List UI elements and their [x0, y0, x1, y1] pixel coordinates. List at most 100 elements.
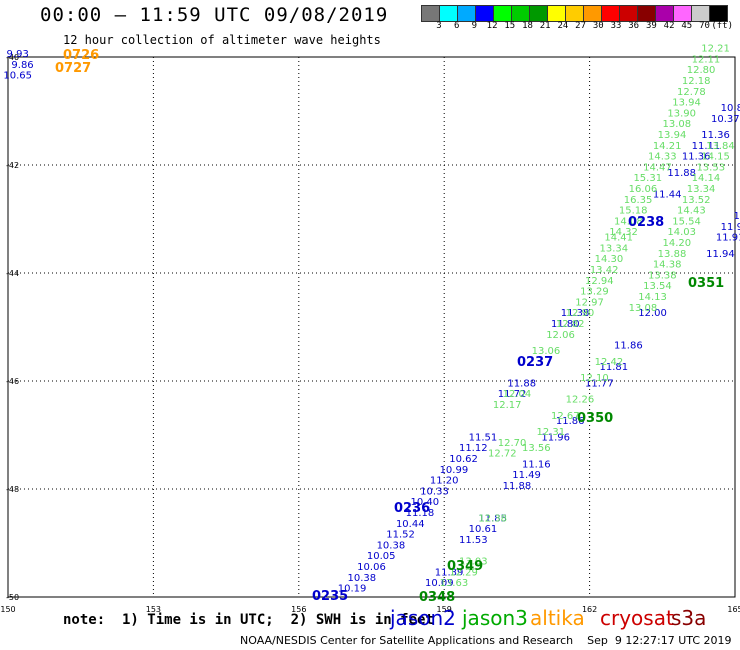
jason3-swh-value: 12.06 [546, 330, 575, 341]
jason3-swh-value: 12.31 [537, 427, 566, 438]
jason3-swh-value: 14.20 [663, 238, 692, 249]
jason3-swh-value: 12.26 [566, 395, 595, 406]
jason3-swh-value: 12.72 [488, 449, 517, 460]
scale-label: 3 [436, 21, 442, 31]
jason3-swh-value: 16.35 [624, 195, 653, 206]
jason3-swh-value: 13.53 [696, 162, 725, 173]
lat-label: -48 [6, 485, 19, 494]
jason3-swh-value: 12.42 [595, 357, 624, 368]
jason3-swh-value: 15.31 [633, 173, 662, 184]
jason2-swh-value: 11.88 [507, 378, 536, 389]
jason2-swh-value: 11.51 [469, 432, 498, 443]
scale-label: 21 [539, 21, 551, 31]
lon-label: 156 [291, 605, 306, 614]
jason3-swh-value: 12.97 [575, 297, 604, 308]
jason3-swh-value: 12.90 [566, 308, 595, 319]
jason3-swh-value: 12.94 [585, 276, 614, 287]
lon-label: 165 [727, 605, 740, 614]
jason2-swh-value: 11.36 [701, 130, 730, 141]
pass-label: 0238 [628, 215, 664, 230]
jason3-swh-value: 12.17 [493, 400, 522, 411]
jason2-swh-value: 11.80 [551, 319, 580, 330]
scale-label: 42 [663, 21, 675, 31]
scale-label: 36 [628, 21, 640, 31]
satellite-legend-s3a: s3a [671, 606, 707, 630]
jason3-swh-value: 14.43 [677, 206, 706, 217]
jason3-swh-value: 13.63 [440, 578, 469, 589]
jason3-swh-value: 12.04 [503, 389, 532, 400]
jason2-swh-value: 11.72 [498, 389, 527, 400]
jason3-swh-value: 12.18 [682, 76, 711, 87]
jason2-swh-value: 10.61 [469, 524, 498, 535]
lon-label: 159 [437, 605, 452, 614]
jason2-swh-value: 10.40 [410, 497, 439, 508]
lat-label: -50 [6, 593, 19, 602]
scale-label: 18 [522, 21, 533, 31]
pass-label: 0351 [688, 276, 724, 291]
jason2-swh-value: 12.00 [638, 308, 667, 319]
jason3-swh-value: 14.03 [667, 227, 696, 238]
jason2-swh-value: 10.38 [377, 540, 406, 551]
jason3-swh-value: 13.42 [590, 265, 619, 276]
jason2-swh-value: 9.86 [11, 60, 33, 71]
map-subtitle: 12 hour collection of altimeter wave hei… [63, 33, 381, 47]
scale-label: 33 [610, 21, 622, 31]
scale-swatch [709, 5, 728, 22]
scale-label: 24 [557, 21, 569, 31]
jason2-swh-value: 10.65 [3, 71, 32, 82]
lat-label: -44 [6, 269, 19, 278]
jason3-swh-value: 13.90 [667, 108, 696, 119]
jason3-swh-value: 13.38 [648, 270, 677, 281]
jason3-swh-value: 13.56 [522, 443, 551, 454]
jason2-swh-value: 10.37 [711, 114, 740, 125]
satellite-legend-jason2: jason2 [390, 606, 456, 630]
jason3-swh-value: 12.80 [687, 65, 716, 76]
scale-label: 27 [575, 21, 587, 31]
lon-label: 150 [0, 605, 15, 614]
satellite-legend-jason3: jason3 [462, 606, 528, 630]
jason3-swh-value: 12.67 [551, 411, 580, 422]
jason3-swh-value: 14.08 [614, 216, 643, 227]
jason2-swh-value: 11.86 [614, 341, 643, 352]
jason2-swh-value: 11.11 [692, 141, 721, 152]
jason3-swh-value: 13.29 [580, 287, 609, 298]
jason2-swh-value: 10.38 [347, 573, 376, 584]
pass-label: 0349 [447, 559, 483, 574]
jason2-swh-value: 11.39 [435, 567, 464, 578]
map-frame [7, 56, 736, 598]
jason2-swh-value: 11.53 [459, 535, 488, 546]
jason2-swh-value: 10.99 [440, 465, 469, 476]
pass-label: 0727 [55, 61, 91, 76]
jason3-swh-value: 13.06 [532, 346, 561, 357]
jason2-swh-value: 10.62 [449, 454, 478, 465]
jason3-swh-value: 12.78 [677, 87, 706, 98]
jason3-swh-value: 12.21 [701, 44, 730, 55]
jason2-swh-value: 10.87 [721, 103, 740, 114]
jason2-swh-value: 11.20 [430, 476, 459, 487]
jason2-swh-value: 9.93 [7, 49, 29, 60]
scale-label: 45 [681, 21, 693, 31]
jason3-swh-value: 13.34 [600, 243, 629, 254]
scale-label: 12 [486, 21, 498, 31]
pass-label: 0235 [312, 589, 348, 604]
jason3-swh-value: 16.06 [629, 184, 658, 195]
jason2-swh-value: 11.12 [459, 443, 488, 454]
jason2-swh-value: 11.88 [667, 168, 696, 179]
lon-label: 162 [582, 605, 597, 614]
jason3-swh-value: 13.08 [663, 119, 692, 130]
jason3-swh-value: 14.32 [609, 227, 638, 238]
jason2-swh-value: 11.77 [585, 378, 614, 389]
jason2-swh-value: 10.06 [357, 562, 386, 573]
jason3-swh-value: 14.38 [653, 260, 682, 271]
jason3-swh-value: 13.52 [682, 195, 711, 206]
jason2-swh-value: 11.2 [734, 211, 740, 222]
color-scale [421, 5, 728, 24]
jason2-swh-value: 11.91 [716, 233, 740, 244]
jason2-swh-value: 11.44 [653, 189, 682, 200]
scale-label: 15 [504, 21, 516, 31]
jason2-swh-value: 11.85 [478, 513, 507, 524]
pass-label: 0237 [517, 355, 553, 370]
map-title: 00:00 – 11:59 UTC 09/08/2019 [40, 4, 389, 26]
lon-label: 153 [146, 605, 161, 614]
